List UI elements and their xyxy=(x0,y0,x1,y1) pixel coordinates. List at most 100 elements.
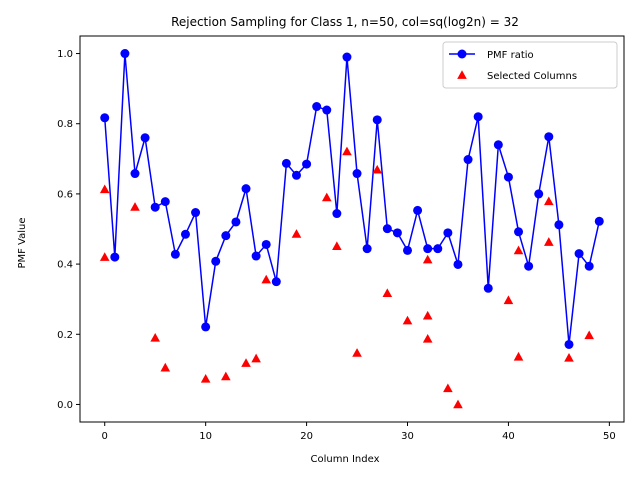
selected-column-marker xyxy=(130,202,140,211)
selected-column-marker xyxy=(99,184,110,194)
data-point xyxy=(160,197,170,207)
y-tick-label: 0.2 xyxy=(57,330,73,341)
selected-column-marker xyxy=(453,399,463,409)
data-point xyxy=(514,227,524,237)
selected-column-marker xyxy=(372,164,383,174)
data-point xyxy=(110,252,120,262)
selected-column-marker xyxy=(564,352,574,362)
data-point xyxy=(453,259,463,269)
data-point xyxy=(191,208,201,218)
data-point xyxy=(241,184,251,194)
legend-circle-marker xyxy=(457,49,467,59)
x-axis-label: Column Index xyxy=(310,454,379,465)
legend: PMF ratio Selected Columns xyxy=(442,41,618,89)
selected-column-marker xyxy=(544,196,554,206)
selected-column-marker xyxy=(513,245,524,255)
plot-frame xyxy=(79,35,625,423)
data-point xyxy=(150,202,160,212)
x-tick-label: 0 xyxy=(102,431,108,442)
data-point xyxy=(312,102,322,112)
data-point xyxy=(261,239,271,249)
data-point xyxy=(503,172,513,182)
data-point xyxy=(332,209,342,219)
selected-column-marker xyxy=(342,146,352,156)
data-point xyxy=(140,133,150,143)
data-point xyxy=(524,261,534,271)
data-point xyxy=(130,169,140,179)
data-point xyxy=(302,159,312,169)
y-tick-label: 0.8 xyxy=(57,119,73,130)
data-point xyxy=(382,224,392,234)
selected-column-marker xyxy=(321,192,332,202)
data-point xyxy=(403,245,413,255)
chart-title: Rejection Sampling for Class 1, n=50, co… xyxy=(171,15,519,29)
selected-column-marker xyxy=(503,295,514,305)
x-tick-label: 40 xyxy=(502,431,515,442)
data-point xyxy=(221,231,231,241)
legend-triangle-marker xyxy=(457,70,467,79)
data-point xyxy=(342,52,352,62)
data-point xyxy=(443,228,453,238)
selected-column-marker xyxy=(544,237,554,246)
legend-box xyxy=(442,41,618,89)
data-point xyxy=(372,115,382,125)
selected-column-marker xyxy=(200,374,211,383)
selected-column-marker xyxy=(402,315,413,325)
selected-column-marker xyxy=(99,252,110,261)
axes: 0 10 20 30 40 50 0.0 0.2 0.4 0.6 0.8 1.0 xyxy=(57,35,625,442)
selected-column-marker xyxy=(261,274,272,284)
data-point xyxy=(211,256,221,266)
data-point xyxy=(483,283,493,293)
selected-column-marker xyxy=(160,362,171,372)
selected-column-marker xyxy=(382,288,393,298)
data-point xyxy=(251,251,261,261)
data-point xyxy=(554,220,564,230)
selected-column-marker xyxy=(352,348,362,357)
selected-column-marker xyxy=(241,358,251,367)
data-point xyxy=(534,189,544,199)
data-point xyxy=(473,112,483,122)
plot-area xyxy=(99,49,604,409)
selected-column-marker xyxy=(422,254,433,264)
data-point xyxy=(463,155,473,165)
data-point xyxy=(180,229,190,239)
data-point xyxy=(564,339,574,349)
selected-column-marker xyxy=(443,383,453,393)
data-point xyxy=(433,244,443,254)
y-tick-label: 0.6 xyxy=(57,189,73,200)
x-tick-label: 10 xyxy=(199,431,212,442)
selected-column-marker xyxy=(150,332,160,342)
data-point xyxy=(201,322,211,332)
data-point xyxy=(392,228,402,238)
selected-column-marker xyxy=(422,334,433,343)
data-point xyxy=(100,113,110,123)
data-point xyxy=(544,132,554,142)
y-tick-label: 1.0 xyxy=(57,49,73,60)
data-point xyxy=(574,249,584,259)
data-point xyxy=(322,105,332,115)
x-tick-label: 30 xyxy=(401,431,414,442)
selected-column-marker xyxy=(291,229,302,238)
selected-column-marker xyxy=(332,241,342,251)
y-axis-label: PMF Value xyxy=(17,217,28,268)
data-point xyxy=(594,216,604,226)
data-point xyxy=(271,277,281,287)
data-point xyxy=(493,140,503,150)
data-point xyxy=(231,217,241,227)
data-point xyxy=(352,169,362,179)
selected-column-marker xyxy=(584,330,594,340)
data-point xyxy=(170,249,180,259)
data-point xyxy=(281,158,291,168)
selected-column-marker xyxy=(422,310,433,320)
selected-column-marker xyxy=(251,353,261,363)
data-point xyxy=(291,170,301,180)
data-point xyxy=(584,261,594,271)
x-tick-label: 50 xyxy=(603,431,616,442)
x-tick-label: 20 xyxy=(300,431,313,442)
legend-label: PMF ratio xyxy=(487,50,534,61)
y-tick-label: 0.0 xyxy=(57,400,73,411)
selected-column-marker xyxy=(513,351,524,361)
data-point xyxy=(413,205,423,215)
legend-label: Selected Columns xyxy=(487,71,577,82)
